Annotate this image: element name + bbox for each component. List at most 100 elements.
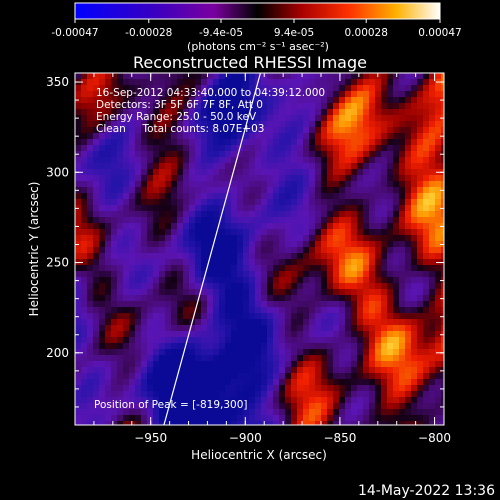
heatmap-cell: [375, 193, 381, 199]
heatmap-cell: [375, 181, 381, 187]
heatmap-cell: [339, 229, 345, 235]
heatmap-cell: [441, 391, 444, 397]
heatmap-cell: [75, 325, 81, 331]
heatmap-cell: [207, 325, 213, 331]
heatmap-cell: [291, 349, 297, 355]
heatmap-cell: [225, 403, 231, 409]
heatmap-cell: [321, 205, 327, 211]
heatmap-cell: [321, 73, 327, 79]
heatmap-cell: [405, 331, 411, 337]
heatmap-cell: [159, 85, 165, 91]
heatmap-cell: [423, 175, 429, 181]
heatmap-cell: [189, 199, 195, 205]
heatmap-cell: [297, 361, 303, 367]
heatmap-cell: [171, 205, 177, 211]
heatmap-cell: [309, 151, 315, 157]
heatmap-cell: [195, 211, 201, 217]
heatmap-cell: [303, 349, 309, 355]
heatmap-cell: [363, 217, 369, 223]
heatmap-cell: [273, 235, 279, 241]
heatmap-cell: [285, 319, 291, 325]
heatmap-cell: [147, 115, 153, 121]
heatmap-cell: [87, 367, 93, 373]
heatmap-cell: [225, 271, 231, 277]
heatmap-cell: [75, 109, 81, 115]
heatmap-cell: [369, 283, 375, 289]
heatmap-cell: [435, 343, 441, 349]
heatmap-cell: [267, 385, 273, 391]
heatmap-cell: [267, 109, 273, 115]
heatmap-cell: [321, 145, 327, 151]
heatmap-cell: [297, 121, 303, 127]
heatmap-cell: [93, 337, 99, 343]
heatmap-cell: [291, 151, 297, 157]
heatmap-cell: [207, 133, 213, 139]
heatmap-cell: [351, 241, 357, 247]
heatmap-cell: [315, 115, 321, 121]
heatmap-cell: [435, 253, 441, 259]
heatmap-cell: [339, 397, 345, 403]
heatmap-cell: [129, 289, 135, 295]
heatmap-cell: [333, 415, 339, 421]
heatmap-cell: [285, 241, 291, 247]
heatmap-cell: [297, 343, 303, 349]
heatmap-cell: [81, 301, 87, 307]
heatmap-cell: [87, 379, 93, 385]
heatmap-cell: [171, 373, 177, 379]
heatmap-cell: [429, 205, 435, 211]
heatmap-cell: [345, 421, 351, 425]
heatmap-cell: [111, 253, 117, 259]
heatmap-cell: [135, 127, 141, 133]
heatmap-cell: [333, 403, 339, 409]
heatmap-cell: [249, 79, 255, 85]
heatmap-cell: [87, 271, 93, 277]
heatmap-cell: [123, 277, 129, 283]
heatmap-cell: [267, 115, 273, 121]
heatmap-cell: [159, 97, 165, 103]
heatmap-cell: [405, 319, 411, 325]
heatmap-cell: [201, 241, 207, 247]
heatmap-cell: [81, 379, 87, 385]
heatmap-cell: [399, 145, 405, 151]
heatmap-cell: [81, 337, 87, 343]
heatmap-cell: [195, 181, 201, 187]
heatmap-cell: [387, 325, 393, 331]
heatmap-cell: [123, 307, 129, 313]
heatmap-cell: [153, 319, 159, 325]
heatmap-cell: [153, 103, 159, 109]
heatmap-cell: [93, 151, 99, 157]
heatmap-cell: [441, 355, 444, 361]
heatmap-cell: [291, 181, 297, 187]
heatmap-cell: [381, 421, 387, 425]
heatmap-cell: [123, 253, 129, 259]
heatmap-cell: [381, 163, 387, 169]
heatmap-cell: [339, 271, 345, 277]
heatmap-cell: [405, 199, 411, 205]
heatmap-cell: [93, 241, 99, 247]
heatmap-cell: [165, 205, 171, 211]
heatmap-cell: [369, 289, 375, 295]
heatmap-cell: [207, 181, 213, 187]
heatmap-cell: [303, 253, 309, 259]
heatmap-cell: [231, 295, 237, 301]
heatmap-cell: [321, 139, 327, 145]
heatmap-cell: [219, 91, 225, 97]
heatmap-cell: [105, 385, 111, 391]
heatmap-cell: [129, 229, 135, 235]
heatmap-cell: [81, 313, 87, 319]
heatmap-cell: [249, 223, 255, 229]
heatmap-cell: [105, 139, 111, 145]
heatmap-cell: [351, 133, 357, 139]
heatmap-cell: [183, 145, 189, 151]
heatmap-cell: [285, 265, 291, 271]
heatmap-cell: [297, 133, 303, 139]
heatmap-cell: [279, 337, 285, 343]
heatmap-cell: [213, 307, 219, 313]
heatmap-cell: [399, 235, 405, 241]
heatmap-cell: [141, 229, 147, 235]
heatmap-cell: [309, 97, 315, 103]
heatmap-cell: [387, 169, 393, 175]
heatmap-cell: [369, 187, 375, 193]
heatmap-cell: [351, 253, 357, 259]
heatmap-cell: [171, 331, 177, 337]
